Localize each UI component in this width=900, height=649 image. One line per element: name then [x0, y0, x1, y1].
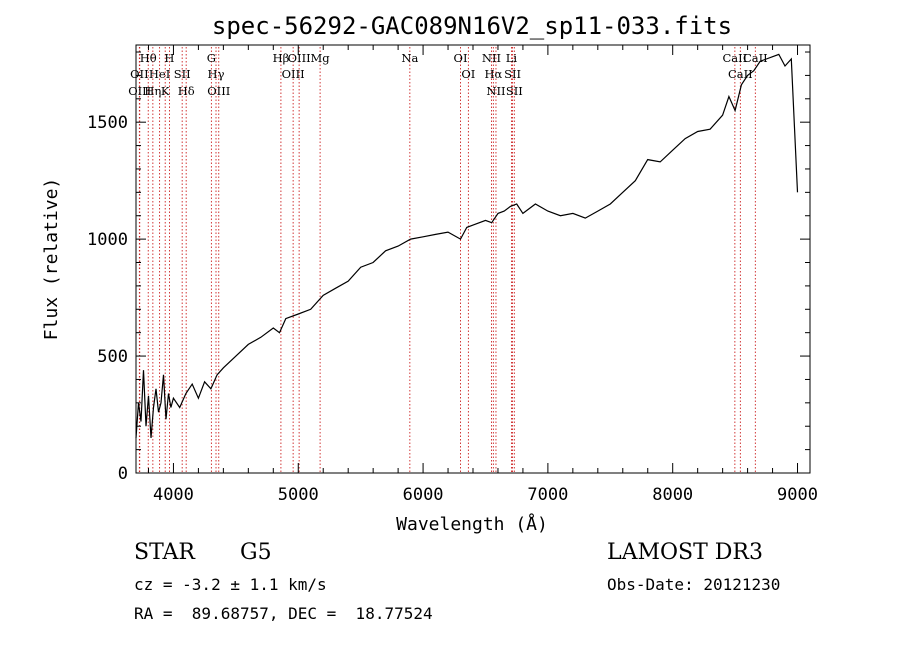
survey-name: LAMOST DR3 [607, 540, 763, 565]
line-label: K [161, 84, 170, 98]
y-axis-ticks: 0 500 1000 1500 [87, 51, 810, 484]
observation-date: Obs-Date: 20121230 [607, 575, 781, 594]
y-axis-label: Flux (relative) [41, 178, 62, 341]
line-label: Hη [144, 84, 161, 98]
line-label: Hθ [140, 51, 157, 65]
line-label: OI [461, 67, 475, 81]
line-label: OIII [128, 84, 151, 98]
x-tick-label: 4000 [153, 485, 194, 505]
chart-title: spec-56292-GAC089N16V2_sp11-033.fits [212, 12, 732, 40]
redshift-value: cz = -3.2 ± 1.1 km/s [134, 575, 327, 594]
line-label: G [207, 51, 216, 65]
line-label: NII [482, 51, 501, 65]
emission-line-markers [138, 47, 756, 473]
line-label: SII [504, 67, 521, 81]
line-label: Na [401, 51, 418, 65]
line-label: HeI [149, 67, 170, 81]
x-tick-label: 5000 [278, 485, 319, 505]
line-label: OIII [282, 67, 305, 81]
line-label: OIII [288, 51, 311, 65]
y-tick-label: 1500 [87, 113, 128, 133]
line-label: SII [506, 84, 523, 98]
plot-frame [135, 44, 811, 474]
line-label: Li [506, 51, 518, 65]
x-axis-ticks: 4000 5000 6000 7000 8000 9000 [147, 45, 818, 505]
x-tick-label: 8000 [652, 485, 693, 505]
object-subclass: G5 [240, 540, 272, 565]
y-tick-label: 500 [97, 347, 128, 367]
line-label: Hα [484, 67, 502, 81]
y-tick-label: 0 [118, 464, 128, 484]
line-label: Hβ [273, 51, 290, 65]
x-tick-label: 7000 [527, 485, 568, 505]
line-label: H [164, 51, 174, 65]
line-label: Hδ [178, 84, 195, 98]
spectrum-line [135, 53, 799, 438]
line-label: CaII [722, 51, 747, 65]
line-label: NII [486, 84, 505, 98]
line-label: OII [130, 67, 149, 81]
line-label: OIII [207, 84, 230, 98]
line-label: Mg [311, 51, 331, 65]
line-label: OI [454, 51, 468, 65]
y-tick-label: 1000 [87, 230, 128, 250]
line-label: SII [174, 67, 191, 81]
line-label: CaII [743, 51, 768, 65]
object-class: STAR [134, 540, 195, 565]
x-tick-label: 9000 [777, 485, 818, 505]
sky-coordinates: RA = 89.68757, DEC = 18.77524 [134, 604, 433, 623]
x-axis-label: Wavelength (Å) [396, 513, 548, 535]
x-tick-label: 6000 [403, 485, 444, 505]
line-label: Hγ [208, 67, 225, 81]
